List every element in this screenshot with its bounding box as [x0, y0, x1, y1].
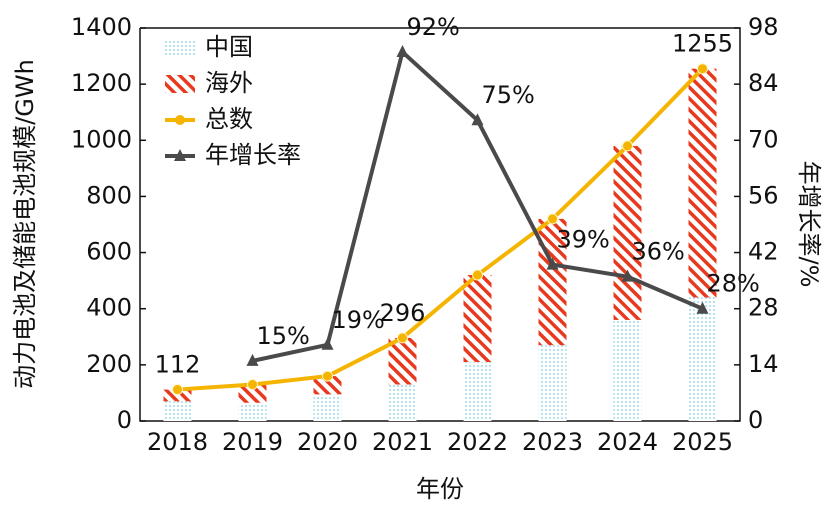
x-tick-label: 2021 [372, 428, 433, 456]
x-tick-label: 2020 [297, 428, 358, 456]
marker [622, 140, 633, 152]
bar [163, 401, 192, 421]
data-label: 296 [380, 299, 426, 327]
y2-tick-label: 0 [748, 406, 763, 434]
line [177, 67, 704, 392]
bar [388, 337, 417, 385]
legend-swatch [165, 75, 195, 93]
bar [688, 68, 717, 298]
marker [696, 301, 709, 314]
x-tick-label: 2025 [672, 428, 733, 456]
y2-tick-label: 56 [748, 181, 779, 209]
bar [613, 319, 642, 421]
y2-axis-label: 年增长率/% [795, 161, 823, 288]
legend-label: 海外 [205, 69, 253, 97]
marker [547, 213, 558, 225]
y2-tick-label: 28 [748, 294, 779, 322]
marker [546, 257, 559, 270]
y-tick-label: 0 [117, 406, 132, 434]
data-label: 112 [155, 351, 201, 379]
x-tick-label: 2022 [447, 428, 508, 456]
y-tick-label: 1000 [71, 125, 132, 153]
bar [688, 297, 717, 421]
x-axis-label: 年份 [416, 475, 464, 503]
y-axis-label: 动力电池及储能电池规模/GWh [11, 59, 39, 389]
legend-label: 年增长率 [205, 141, 301, 169]
y2-tick-label: 84 [748, 69, 779, 97]
bar [463, 275, 492, 363]
y-tick-label: 800 [86, 181, 132, 209]
data-label: 39% [557, 226, 610, 254]
y2-tick-label: 98 [748, 13, 779, 41]
x-tick-label: 2018 [147, 428, 208, 456]
marker [397, 332, 408, 344]
legend-label: 中国 [205, 33, 253, 61]
marker [247, 379, 258, 391]
y2-tick-label: 70 [748, 125, 779, 153]
marker [621, 269, 634, 282]
marker [471, 113, 484, 126]
y-tick-label: 1400 [71, 13, 132, 41]
bar [388, 384, 417, 421]
y-tick-label: 400 [86, 294, 132, 322]
marker [697, 63, 708, 75]
bar [238, 384, 267, 403]
bar [238, 402, 267, 421]
bar [613, 145, 642, 320]
data-label: 92% [407, 13, 460, 41]
y-tick-label: 200 [86, 350, 132, 378]
legend-label: 总数 [205, 105, 253, 133]
bar [313, 376, 342, 395]
marker [322, 370, 333, 382]
legend-marker [175, 115, 185, 125]
marker [321, 337, 334, 350]
y-tick-label: 1200 [71, 69, 132, 97]
marker [246, 353, 259, 366]
data-label: 1255 [672, 30, 733, 58]
data-label: 28% [707, 270, 760, 298]
x-tick-label: 2019 [222, 428, 283, 456]
marker [472, 269, 483, 281]
bar [538, 345, 567, 421]
bar [463, 362, 492, 421]
y2-tick-label: 14 [748, 350, 779, 378]
y2-tick-label: 42 [748, 238, 779, 266]
x-tick-label: 2024 [597, 428, 658, 456]
marker [396, 45, 409, 58]
data-label: 36% [632, 238, 685, 266]
data-label: 19% [332, 306, 385, 334]
legend-swatch [165, 39, 195, 57]
bar [163, 389, 192, 402]
x-tick-label: 2023 [522, 428, 583, 456]
data-label: 75% [482, 81, 535, 109]
y-tick-label: 600 [86, 238, 132, 266]
marker [172, 384, 183, 396]
bar [313, 394, 342, 421]
bar [538, 218, 567, 346]
data-label: 15% [257, 322, 310, 350]
legend-marker [174, 149, 186, 161]
